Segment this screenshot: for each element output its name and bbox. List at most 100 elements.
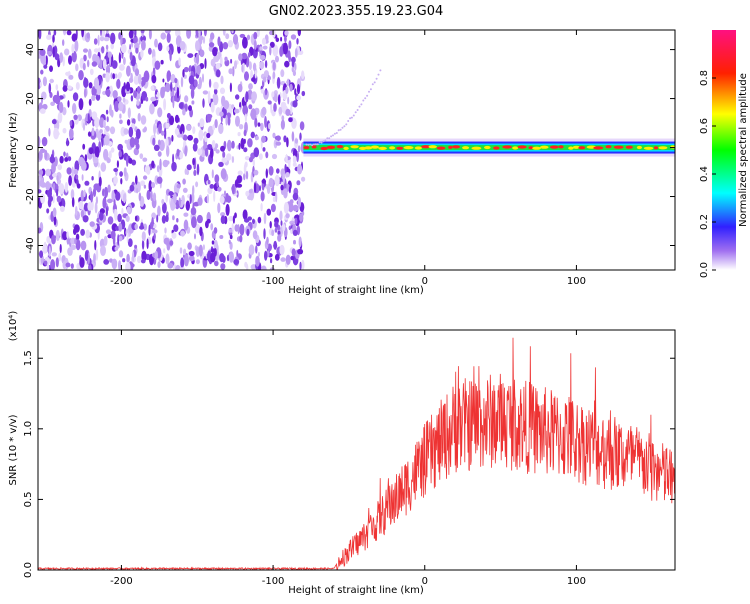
noise-speckle: [52, 46, 55, 58]
noise-speckle: [143, 223, 148, 231]
noise-speckle: [248, 244, 255, 256]
noise-speckle: [80, 240, 87, 251]
noise-speckle: [284, 35, 287, 43]
noise-speckle: [64, 157, 69, 162]
noise-speckle: [78, 70, 84, 81]
noise-speckle: [47, 198, 52, 208]
noise-speckle: [187, 242, 192, 250]
noise-speckle: [38, 169, 44, 176]
noise-speckle: [141, 39, 146, 51]
noise-speckle: [154, 60, 161, 70]
band-peak: [448, 145, 453, 149]
noise-speckle: [233, 259, 240, 265]
noise-speckle: [48, 82, 52, 94]
trail-speckle: [358, 105, 361, 108]
noise-speckle: [218, 161, 224, 167]
noise-speckle: [151, 74, 157, 84]
noise-speckle: [133, 35, 138, 45]
noise-speckle: [84, 180, 90, 186]
noise-speckle: [294, 88, 297, 96]
noise-speckle: [59, 52, 64, 63]
noise-speckle: [186, 30, 192, 39]
noise-speckle: [272, 61, 276, 71]
noise-speckle: [53, 215, 57, 226]
noise-speckle: [72, 103, 77, 114]
colorbar-tick-label: 0.6: [699, 118, 710, 134]
trail-speckle: [332, 134, 334, 137]
noise-speckle: [292, 70, 296, 77]
noise-speckle: [62, 85, 68, 92]
noise-speckle: [228, 68, 233, 75]
trail-speckle: [337, 129, 340, 132]
noise-speckle: [110, 147, 115, 153]
noise-speckle: [169, 49, 172, 62]
noise-speckle: [206, 218, 211, 224]
noise-speckle: [186, 124, 191, 131]
snr-y-label: SNR (10 * v/v): [8, 414, 19, 485]
noise-speckle: [301, 176, 306, 182]
noise-speckle: [62, 56, 65, 67]
trail-speckle: [318, 141, 321, 144]
noise-speckle: [292, 155, 297, 164]
noise-speckle: [287, 96, 290, 105]
noise-speckle: [86, 32, 91, 39]
noise-speckle: [145, 96, 149, 102]
noise-speckle: [112, 73, 116, 80]
noise-speckle: [118, 52, 122, 64]
noise-speckle: [292, 100, 298, 108]
noise-speckle: [154, 38, 158, 48]
noise-speckle: [115, 191, 121, 201]
noise-speckle: [285, 254, 291, 265]
noise-speckle: [66, 137, 69, 147]
noise-speckle: [125, 261, 131, 270]
trail-speckle: [350, 116, 353, 119]
noise-speckle: [134, 68, 140, 76]
noise-speckle: [73, 114, 78, 121]
noise-speckle: [290, 34, 297, 40]
noise-speckle: [148, 224, 151, 236]
noise-speckle: [151, 160, 155, 169]
noise-speckle: [100, 30, 102, 37]
band-peak: [625, 145, 633, 149]
noise-speckle: [210, 252, 216, 263]
noise-speckle: [128, 126, 134, 138]
noise-speckle: [46, 51, 53, 56]
noise-speckle: [82, 62, 86, 71]
noise-speckle: [252, 218, 255, 224]
noise-speckle: [116, 78, 121, 89]
noise-speckle: [238, 53, 243, 61]
noise-speckle: [183, 254, 189, 267]
noise-speckle: [269, 267, 275, 270]
noise-speckle: [213, 88, 218, 95]
noise-speckle: [299, 132, 302, 141]
noise-speckle: [140, 115, 147, 125]
noise-speckle: [176, 148, 180, 157]
noise-speckle: [274, 93, 278, 103]
noise-speckle: [119, 119, 123, 125]
noise-speckle: [180, 257, 185, 269]
noise-speckle: [152, 137, 156, 146]
noise-speckle: [259, 185, 261, 192]
noise-speckle: [83, 77, 89, 88]
noise-speckle: [55, 257, 59, 268]
noise-speckle: [274, 174, 280, 187]
noise-speckle: [179, 267, 186, 270]
noise-speckle: [192, 202, 195, 214]
colorbar-tick-label: 0.8: [699, 70, 710, 86]
noise-speckle: [136, 99, 140, 106]
spectrogram-signal-band: [303, 69, 675, 157]
noise-speckle: [202, 73, 204, 83]
noise-speckle: [189, 194, 192, 205]
noise-speckle: [71, 33, 78, 42]
band-peak: [326, 145, 336, 149]
noise-speckle: [126, 206, 132, 214]
noise-speckle: [138, 73, 142, 85]
noise-speckle: [231, 183, 235, 195]
noise-speckle: [220, 263, 226, 270]
noise-speckle: [179, 127, 183, 135]
noise-speckle: [212, 93, 216, 100]
noise-speckle: [292, 148, 298, 158]
noise-speckle: [179, 247, 183, 254]
noise-speckle: [188, 250, 195, 257]
spectrogram-y-label: Frequency (Hz): [8, 112, 19, 188]
